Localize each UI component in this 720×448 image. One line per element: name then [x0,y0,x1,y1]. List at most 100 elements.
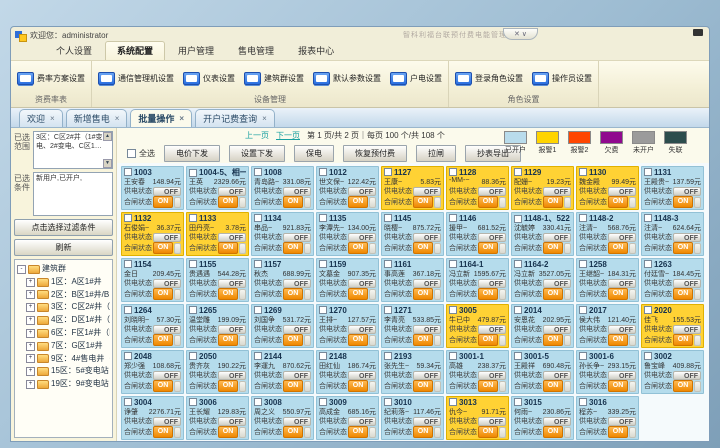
switch-on-toggle[interactable]: ON [478,288,498,300]
next-page-link[interactable]: 下一页 [276,131,300,140]
switch-on-toggle[interactable]: ON [283,196,303,208]
switch-on-toggle[interactable]: ON [543,288,563,300]
card-checkbox[interactable] [124,168,132,177]
switch-on-toggle[interactable]: ON [283,288,303,300]
switch-on-toggle[interactable]: ON [348,196,368,208]
card-checkbox[interactable] [254,214,262,223]
card-checkbox[interactable] [254,168,262,177]
card-checkbox[interactable] [514,168,522,177]
card-checkbox[interactable] [124,214,132,223]
toolbar-button[interactable]: 抄表导出 [465,144,521,162]
supply-off-toggle[interactable]: OFF [673,232,701,242]
supply-off-toggle[interactable]: OFF [478,186,506,196]
switch-on-toggle[interactable]: ON [608,426,628,438]
switch-on-toggle[interactable]: ON [673,242,693,254]
card-checkbox[interactable] [254,352,262,361]
supply-off-toggle[interactable]: OFF [673,278,701,288]
supply-off-toggle[interactable]: OFF [673,370,701,380]
tree-item-8[interactable]: +19区：9#变电站（2# [17,378,110,391]
supply-off-toggle[interactable]: OFF [348,370,376,380]
toolbar-button[interactable]: 设置下发 [229,144,285,162]
switch-on-toggle[interactable]: ON [413,288,433,300]
card-checkbox[interactable] [579,214,587,223]
supply-off-toggle[interactable]: OFF [283,278,311,288]
card-checkbox[interactable] [319,306,327,315]
supply-off-toggle[interactable]: OFF [413,324,441,334]
scroll-up-icon[interactable]: ▲ [103,132,112,141]
switch-on-toggle[interactable]: ON [218,334,238,346]
card-checkbox[interactable] [644,168,652,177]
menu-tab-1[interactable]: 系统配置 [105,41,166,60]
supply-off-toggle[interactable]: OFF [218,278,246,288]
card-checkbox[interactable] [514,398,522,407]
card-checkbox[interactable] [644,352,652,361]
ribbon-button[interactable]: 户电设置 [390,72,442,85]
switch-on-toggle[interactable]: ON [543,380,563,392]
switch-on-toggle[interactable]: ON [218,242,238,254]
switch-on-toggle[interactable]: ON [673,196,693,208]
supply-off-toggle[interactable]: OFF [153,324,181,334]
card-checkbox[interactable] [644,306,652,315]
toolbar-button[interactable]: 保电 [294,144,334,162]
card-checkbox[interactable] [254,398,262,407]
supply-off-toggle[interactable]: OFF [283,186,311,196]
card-checkbox[interactable] [579,398,587,407]
switch-on-toggle[interactable]: ON [543,196,563,208]
supply-off-toggle[interactable]: OFF [413,370,441,380]
card-checkbox[interactable] [124,306,132,315]
supply-off-toggle[interactable]: OFF [153,370,181,380]
supply-off-toggle[interactable]: OFF [348,278,376,288]
switch-on-toggle[interactable]: ON [608,242,628,254]
ribbon-button[interactable]: 建筑群设置 [244,72,304,85]
supply-off-toggle[interactable]: OFF [218,186,246,196]
switch-on-toggle[interactable]: ON [478,242,498,254]
switch-on-toggle[interactable]: ON [348,288,368,300]
tree-item-4[interactable]: +6区：F区1#井（F区1# [17,327,110,340]
expand-icon[interactable]: + [26,354,35,364]
tree-root[interactable]: - 建筑群 [17,263,110,276]
supply-off-toggle[interactable]: OFF [283,324,311,334]
doc-tab-0[interactable]: 欢迎 × [19,109,63,127]
switch-on-toggle[interactable]: ON [673,380,693,392]
ribbon-button[interactable]: 默认参数设置 [313,72,381,85]
switch-on-toggle[interactable]: ON [153,334,173,346]
choose-filter-button[interactable]: 点击选择过滤条件 [14,219,113,236]
switch-on-toggle[interactable]: ON [218,288,238,300]
switch-on-toggle[interactable]: ON [283,426,303,438]
card-checkbox[interactable] [384,214,392,223]
tree-item-7[interactable]: +15区：5#变电站（3#变 [17,365,110,378]
tree-item-0[interactable]: +1区：A区1#井 [17,276,110,289]
supply-off-toggle[interactable]: OFF [608,186,636,196]
card-checkbox[interactable] [579,352,587,361]
supply-off-toggle[interactable]: OFF [608,278,636,288]
switch-on-toggle[interactable]: ON [673,334,693,346]
supply-off-toggle[interactable]: OFF [348,186,376,196]
card-checkbox[interactable] [449,352,457,361]
switch-on-toggle[interactable]: ON [218,196,238,208]
expand-icon[interactable]: + [26,316,35,326]
supply-off-toggle[interactable]: OFF [543,278,571,288]
card-checkbox[interactable] [644,214,652,223]
switch-on-toggle[interactable]: ON [348,334,368,346]
card-checkbox[interactable] [189,214,197,223]
card-checkbox[interactable] [319,260,327,269]
supply-off-toggle[interactable]: OFF [413,186,441,196]
scroll-down-icon[interactable]: ▼ [103,159,112,168]
card-checkbox[interactable] [124,260,132,269]
card-checkbox[interactable] [384,398,392,407]
window-controls[interactable]: ✕ ∨ [503,28,538,40]
supply-off-toggle[interactable]: OFF [413,232,441,242]
expand-icon[interactable]: + [26,328,35,338]
card-checkbox[interactable] [319,398,327,407]
supply-off-toggle[interactable]: OFF [608,416,636,426]
card-checkbox[interactable] [514,352,522,361]
switch-on-toggle[interactable]: ON [673,288,693,300]
select-all-checkbox[interactable] [127,148,136,158]
supply-off-toggle[interactable]: OFF [673,186,701,196]
toolbar-button[interactable]: 拉闸 [416,144,456,162]
collapse-icon[interactable]: - [17,264,26,274]
switch-on-toggle[interactable]: ON [283,380,303,392]
supply-off-toggle[interactable]: OFF [348,232,376,242]
select-all[interactable]: 全选 [127,148,155,159]
card-checkbox[interactable] [449,260,457,269]
